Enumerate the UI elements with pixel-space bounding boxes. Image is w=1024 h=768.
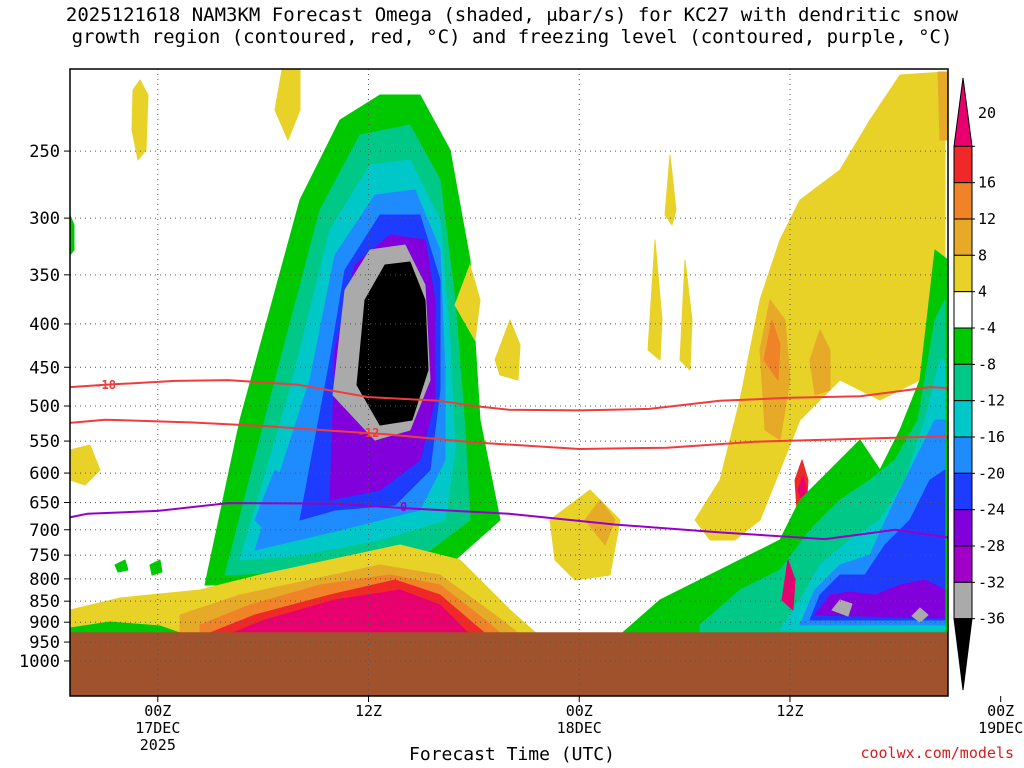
chart-title-line1: 2025121618 NAM3KM Forecast Omega (shaded…: [65, 4, 959, 26]
colorbar-box-1: [953, 145, 973, 184]
omega-region-26: [694, 71, 946, 541]
colorbar-label-8: 8: [978, 246, 987, 264]
omega-region-8: [254, 469, 291, 531]
x-tick-label-48-1: 19DEC: [978, 719, 1023, 737]
y-tick-label-900: 900: [29, 613, 60, 633]
omega-region-22: [679, 259, 693, 371]
ground-fill: [70, 632, 948, 696]
freezing-level-line: [70, 502, 948, 541]
omega-region-30: [763, 319, 781, 381]
omega-region-40: [911, 607, 929, 623]
freezing-level-label: 0: [400, 500, 407, 514]
x-tick-label-24-1: 18DEC: [557, 719, 602, 737]
colorbar-label-16: 16: [978, 174, 996, 192]
plot-frame: [69, 68, 949, 697]
colorbar-label--24: -24: [978, 501, 1005, 519]
dgz-minus-18-line: [70, 379, 948, 412]
y-axis: 2503003504004505005506006507007508008509…: [19, 142, 70, 672]
colorbar-box-6: [953, 327, 973, 365]
omega-region-39: [831, 599, 853, 617]
colorbar-label-20: 20: [978, 104, 996, 122]
colorbar-label-4: 4: [978, 283, 987, 301]
omega-region-19: [494, 319, 521, 381]
omega-region-20: [647, 239, 663, 361]
colorbar-bottom-arrow: [953, 618, 973, 691]
colorbar-label--32: -32: [978, 573, 1005, 591]
y-tick-label-750: 750: [29, 546, 60, 566]
y-tick-label-700: 700: [29, 521, 60, 541]
omega-region-7: [356, 261, 429, 426]
omega-region-21: [664, 154, 677, 226]
colorbar-label--28: -28: [978, 537, 1005, 555]
omega-region-29: [937, 71, 948, 141]
watermark: coolwx.com/models: [860, 744, 1014, 762]
omega-region-28: [809, 329, 831, 396]
x-tick-label-12-0: 12Z: [355, 702, 382, 720]
colorbar-box-8: [953, 400, 973, 438]
colorbar-label-12: 12: [978, 210, 996, 228]
x-axis-title: Forecast Time (UTC): [409, 744, 615, 765]
y-tick-label-350: 350: [29, 266, 60, 286]
y-tick-label-1000: 1000: [19, 652, 60, 672]
omega-region-23: [70, 444, 101, 486]
omega-region-16: [131, 79, 149, 161]
colorbar-top-arrow: [953, 77, 973, 147]
colorbar-label--12: -12: [978, 392, 1005, 410]
x-tick-label-36-0: 12Z: [776, 702, 803, 720]
colorbar-label--20: -20: [978, 464, 1005, 482]
omega-region-43: [149, 559, 163, 576]
ground-layer: [70, 632, 948, 696]
colorbar-label--36: -36: [978, 610, 1005, 628]
x-tick-label-48-0: 00Z: [987, 702, 1014, 720]
colorbar-box-2: [953, 182, 973, 220]
omega-region-9: [70, 214, 75, 256]
colorbar-box-4: [953, 254, 973, 293]
x-tick-label-0-2: 2025: [140, 736, 176, 754]
colorbar-label--4: -4: [978, 319, 996, 337]
colorbar-box-13: [953, 581, 973, 620]
x-tick-label-24-0: 00Z: [566, 702, 593, 720]
y-tick-label-300: 300: [29, 209, 60, 229]
colorbar-box-10: [953, 472, 973, 511]
y-tick-label-250: 250: [29, 142, 60, 162]
x-tick-label-0-1: 17DEC: [135, 719, 180, 737]
omega-region-17: [274, 69, 301, 141]
y-tick-label-500: 500: [29, 397, 60, 417]
colorbar: 20 16 12 8 4 -4 -8 -12 -16 -20 -24 -28 -32 -36: [953, 77, 1005, 691]
chart-title-line2: growth region (contoured, red, °C) and f…: [71, 26, 953, 48]
omega-region-41: [781, 559, 796, 611]
colorbar-box-7: [953, 363, 973, 402]
y-tick-label-650: 650: [29, 494, 60, 514]
colorbar-box-9: [953, 436, 973, 474]
y-tick-label-850: 850: [29, 592, 60, 612]
y-tick-label-450: 450: [29, 358, 60, 378]
colorbar-label--8: -8: [978, 355, 996, 373]
omega-region-42: [114, 559, 129, 573]
colorbar-label--16: -16: [978, 428, 1005, 446]
colorbar-box-5: [953, 291, 973, 329]
dgz-minus-12-label: -12: [358, 426, 380, 440]
omega-region-18: [454, 264, 481, 341]
y-tick-label-800: 800: [29, 570, 60, 590]
y-tick-label-400: 400: [29, 315, 60, 335]
colorbar-box-12: [953, 545, 973, 583]
y-tick-label-550: 550: [29, 432, 60, 452]
y-tick-label-950: 950: [29, 633, 60, 653]
colorbar-box-3: [953, 218, 973, 256]
colorbar-box-11: [953, 509, 973, 547]
contour-lines: -18 -12 0: [70, 378, 948, 541]
dgz-minus-18-label: -18: [94, 378, 116, 392]
y-tick-label-600: 600: [29, 464, 60, 484]
dgz-minus-12-line: [70, 418, 948, 450]
x-tick-label-0-0: 00Z: [144, 702, 171, 720]
